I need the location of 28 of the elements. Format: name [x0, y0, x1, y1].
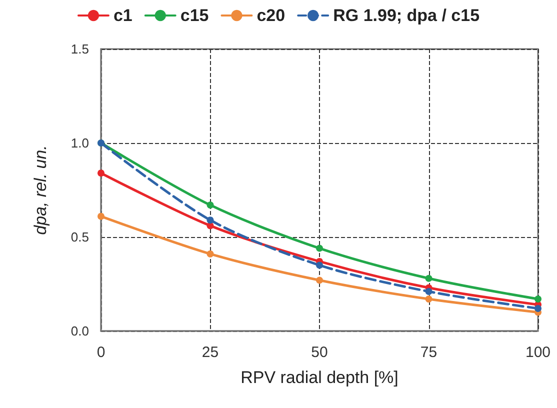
x-tick-label: 50 [311, 344, 328, 361]
x-axis-title: RPV radial depth [%] [240, 368, 398, 387]
x-tick-label: 75 [420, 344, 438, 361]
point [98, 170, 104, 177]
legend-label: RG 1.99; dpa / c15 [333, 6, 480, 25]
point [316, 262, 323, 269]
legend-label: c20 [256, 6, 286, 25]
point [534, 296, 542, 303]
x-tick-label: 100 [525, 344, 551, 361]
text: 0.0 [70, 324, 89, 338]
point [316, 276, 323, 284]
x-tick-label: 25 [202, 344, 219, 361]
y-tick-label: 0.5 [70, 230, 89, 244]
x-tick-label: 0 [96, 344, 106, 361]
point [534, 304, 542, 312]
point [206, 250, 214, 258]
point [425, 274, 432, 282]
point [98, 212, 104, 220]
legend-label: c15 [180, 6, 209, 25]
y-tick-label: 1.5 [70, 42, 89, 56]
text: 1.0 [70, 136, 89, 150]
point [206, 216, 214, 224]
point [316, 244, 323, 252]
point [206, 202, 214, 209]
point [425, 288, 432, 296]
legend-label: c1 [113, 6, 132, 25]
y-axis-title: dpa, rel. un. [31, 145, 50, 235]
point [425, 296, 432, 303]
